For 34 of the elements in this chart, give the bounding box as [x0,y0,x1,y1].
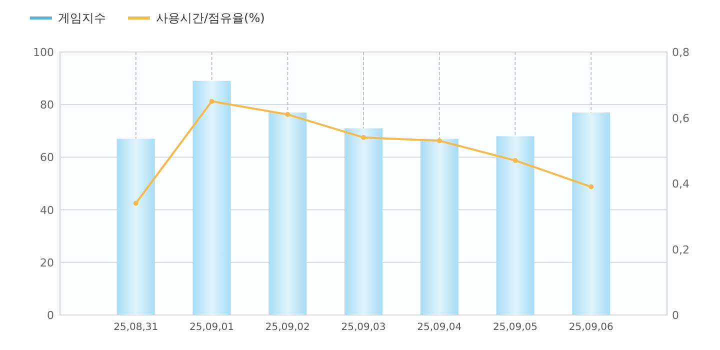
legend-label: 게임지수 [58,11,106,25]
x-tick-label: 25,09,02 [265,322,310,333]
y2-tick-label: 0,6 [672,112,690,125]
y-tick-label: 20 [40,256,54,270]
bar [572,112,610,315]
y-tick-label: 80 [40,98,54,112]
y-tick-label: 100 [33,46,54,59]
x-tick-label: 25,09,01 [189,322,234,333]
x-tick-label: 25,08,31 [114,322,158,333]
x-tick-label: 25,09,03 [341,322,386,333]
y2-tick-label: 0 [672,309,679,322]
y-tick-label: 0 [47,309,54,322]
bar [116,138,155,315]
y-tick-label: 60 [40,151,54,164]
x-tick-label: 25,09,06 [568,322,614,333]
point [209,98,214,104]
point [133,200,138,206]
bar [344,128,382,315]
y2-tick-label: 0,8 [672,46,690,59]
y2-tick-label: 0,4 [672,178,690,190]
bar [192,80,231,315]
point [512,158,518,163]
point [285,112,290,117]
x-tick-label: 25,09,04 [417,322,462,333]
legend-label: 사용시간/점유율(%) [156,11,265,25]
bar [268,112,307,315]
point [361,134,366,140]
bar [420,138,458,315]
point [436,138,442,144]
x-tick-label: 25,09,05 [492,322,538,333]
y-tick-label: 40 [40,204,54,217]
point [588,184,594,190]
bar [496,136,534,315]
y2-tick-label: 0,2 [672,243,690,256]
